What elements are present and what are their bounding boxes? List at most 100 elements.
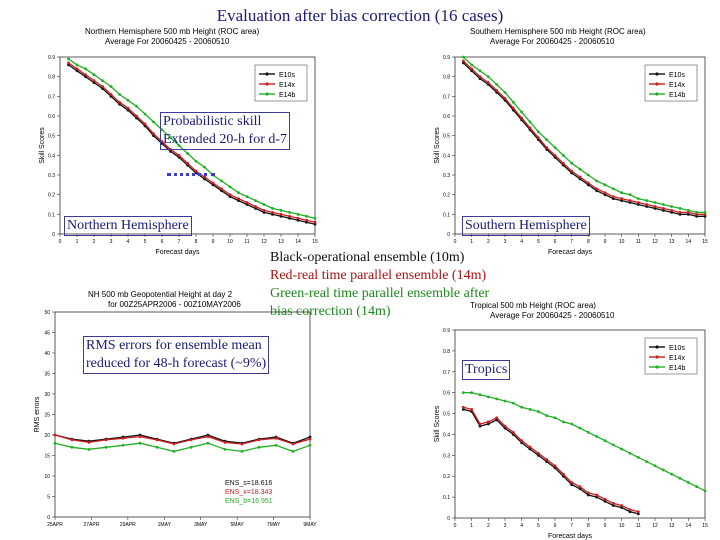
point-E14b xyxy=(67,57,70,61)
point-ENS_s xyxy=(308,435,312,439)
x-tick-label: 14 xyxy=(686,239,692,245)
x-tick-label: 6 xyxy=(554,239,557,245)
ensemble-legend: Black-operational ensemble (10m) Red-rea… xyxy=(270,249,489,321)
point-E14x xyxy=(237,197,240,201)
point-E14b xyxy=(561,153,565,157)
point-E14x xyxy=(528,445,532,449)
point-E14x xyxy=(520,439,524,443)
y-tick-label: 15 xyxy=(44,454,50,460)
point-E10s xyxy=(262,210,266,214)
point-ENS_x xyxy=(87,440,91,444)
point-E14b xyxy=(503,399,507,403)
legend-entry: E14b xyxy=(279,92,295,99)
point-E14b xyxy=(595,435,599,438)
point-E14x xyxy=(220,187,223,191)
point-E14b xyxy=(620,191,624,195)
legend-swatch-dot xyxy=(265,72,269,76)
point-ENS_b xyxy=(291,450,295,453)
point-E14b xyxy=(703,210,707,214)
x-tick-label: 2 xyxy=(487,523,490,529)
point-E10s xyxy=(578,487,582,491)
point-ENS_x xyxy=(240,442,244,446)
x-tick-label: 8 xyxy=(587,239,590,245)
point-E14x xyxy=(561,161,565,165)
y-tick-label: 0.5 xyxy=(48,134,55,140)
point-E14b xyxy=(503,91,507,94)
rms-stat: ENS_b=16.951 xyxy=(225,498,273,505)
point-E10s xyxy=(536,453,540,457)
point-E14b xyxy=(143,112,147,116)
point-E10s xyxy=(661,209,665,212)
point-E10s xyxy=(695,214,699,218)
y-tick-label: 35 xyxy=(44,372,50,378)
point-E10s xyxy=(279,214,283,218)
point-E14x xyxy=(536,451,540,455)
point-E14b xyxy=(578,426,582,430)
point-E10s xyxy=(620,199,624,202)
y-tick-label: 25 xyxy=(44,413,50,419)
legend-entry: E14b xyxy=(669,92,685,99)
point-ENS_x xyxy=(206,435,210,439)
x-tick-label: 5MAY xyxy=(231,522,245,528)
point-E14x xyxy=(603,497,607,501)
point-ENS_x xyxy=(121,436,125,440)
y-tick-label: 0.1 xyxy=(443,495,450,501)
point-E14b xyxy=(194,159,198,163)
point-E14x xyxy=(271,210,274,214)
point-E10s xyxy=(636,203,640,206)
point-E10s xyxy=(503,426,507,430)
point-E10s xyxy=(296,218,300,222)
x-tick-label: 12 xyxy=(652,523,658,529)
point-ENS_b xyxy=(206,441,210,445)
legend-entry: E10s xyxy=(669,345,685,352)
point-E14x xyxy=(254,205,257,208)
point-E14b xyxy=(678,207,682,210)
chart-nh-rms: NH 500 mb Geopotential Height at day 2fo… xyxy=(34,290,317,528)
chart-nh-roc: Northern Hemisphere 500 mb Height (ROC a… xyxy=(39,27,318,256)
point-E14b xyxy=(511,401,515,405)
point-E10s xyxy=(486,422,490,426)
point-E10s xyxy=(636,512,640,516)
point-E14x xyxy=(92,79,96,82)
point-ENS_b xyxy=(189,445,193,449)
point-E14x xyxy=(245,201,249,204)
y-tick-label: 0.2 xyxy=(443,193,450,199)
nh-label: Northern Hemisphere xyxy=(64,216,192,236)
point-E10s xyxy=(586,493,590,497)
x-tick-label: 1 xyxy=(76,239,79,245)
point-E14b xyxy=(653,464,657,468)
point-E10s xyxy=(169,150,172,153)
chart-title-1: Southern Hemisphere 500 mb Height (ROC a… xyxy=(470,27,646,36)
y-tick-label: 0.9 xyxy=(443,328,450,334)
point-E10s xyxy=(595,495,599,499)
point-E14b xyxy=(495,83,499,86)
point-E14b xyxy=(603,183,607,187)
point-E14b xyxy=(578,167,582,171)
point-E14x xyxy=(461,405,465,409)
point-E14x xyxy=(262,209,266,212)
point-E14x xyxy=(620,504,624,507)
point-E14x xyxy=(478,422,482,426)
legend-box xyxy=(644,337,698,375)
series-line-E10s xyxy=(68,64,316,225)
y-axis-label: Skill Scores xyxy=(434,127,441,164)
x-tick-label: 13 xyxy=(669,239,675,245)
y-tick-label: 50 xyxy=(44,310,50,316)
point-E14b xyxy=(271,207,274,210)
y-tick-label: 0.8 xyxy=(48,75,55,81)
point-E14x xyxy=(561,472,565,476)
point-E14b xyxy=(553,416,557,420)
point-E14b xyxy=(486,75,490,79)
point-E14x xyxy=(670,209,674,212)
point-E14x xyxy=(470,407,474,411)
x-tick-label: 25APR xyxy=(47,522,63,528)
point-E14x xyxy=(186,161,189,165)
chart-title-2: for 00Z25APR2006 - 00Z10MAY2006 xyxy=(108,300,241,309)
chart-title-2: Average For 20060425 - 20060510 xyxy=(105,37,230,46)
point-E14x xyxy=(611,501,615,505)
point-E14b xyxy=(478,393,482,397)
point-E14x xyxy=(661,207,665,210)
series-line-E10s xyxy=(462,62,705,217)
point-E10s xyxy=(245,203,249,206)
series-line-E14x xyxy=(463,406,639,513)
